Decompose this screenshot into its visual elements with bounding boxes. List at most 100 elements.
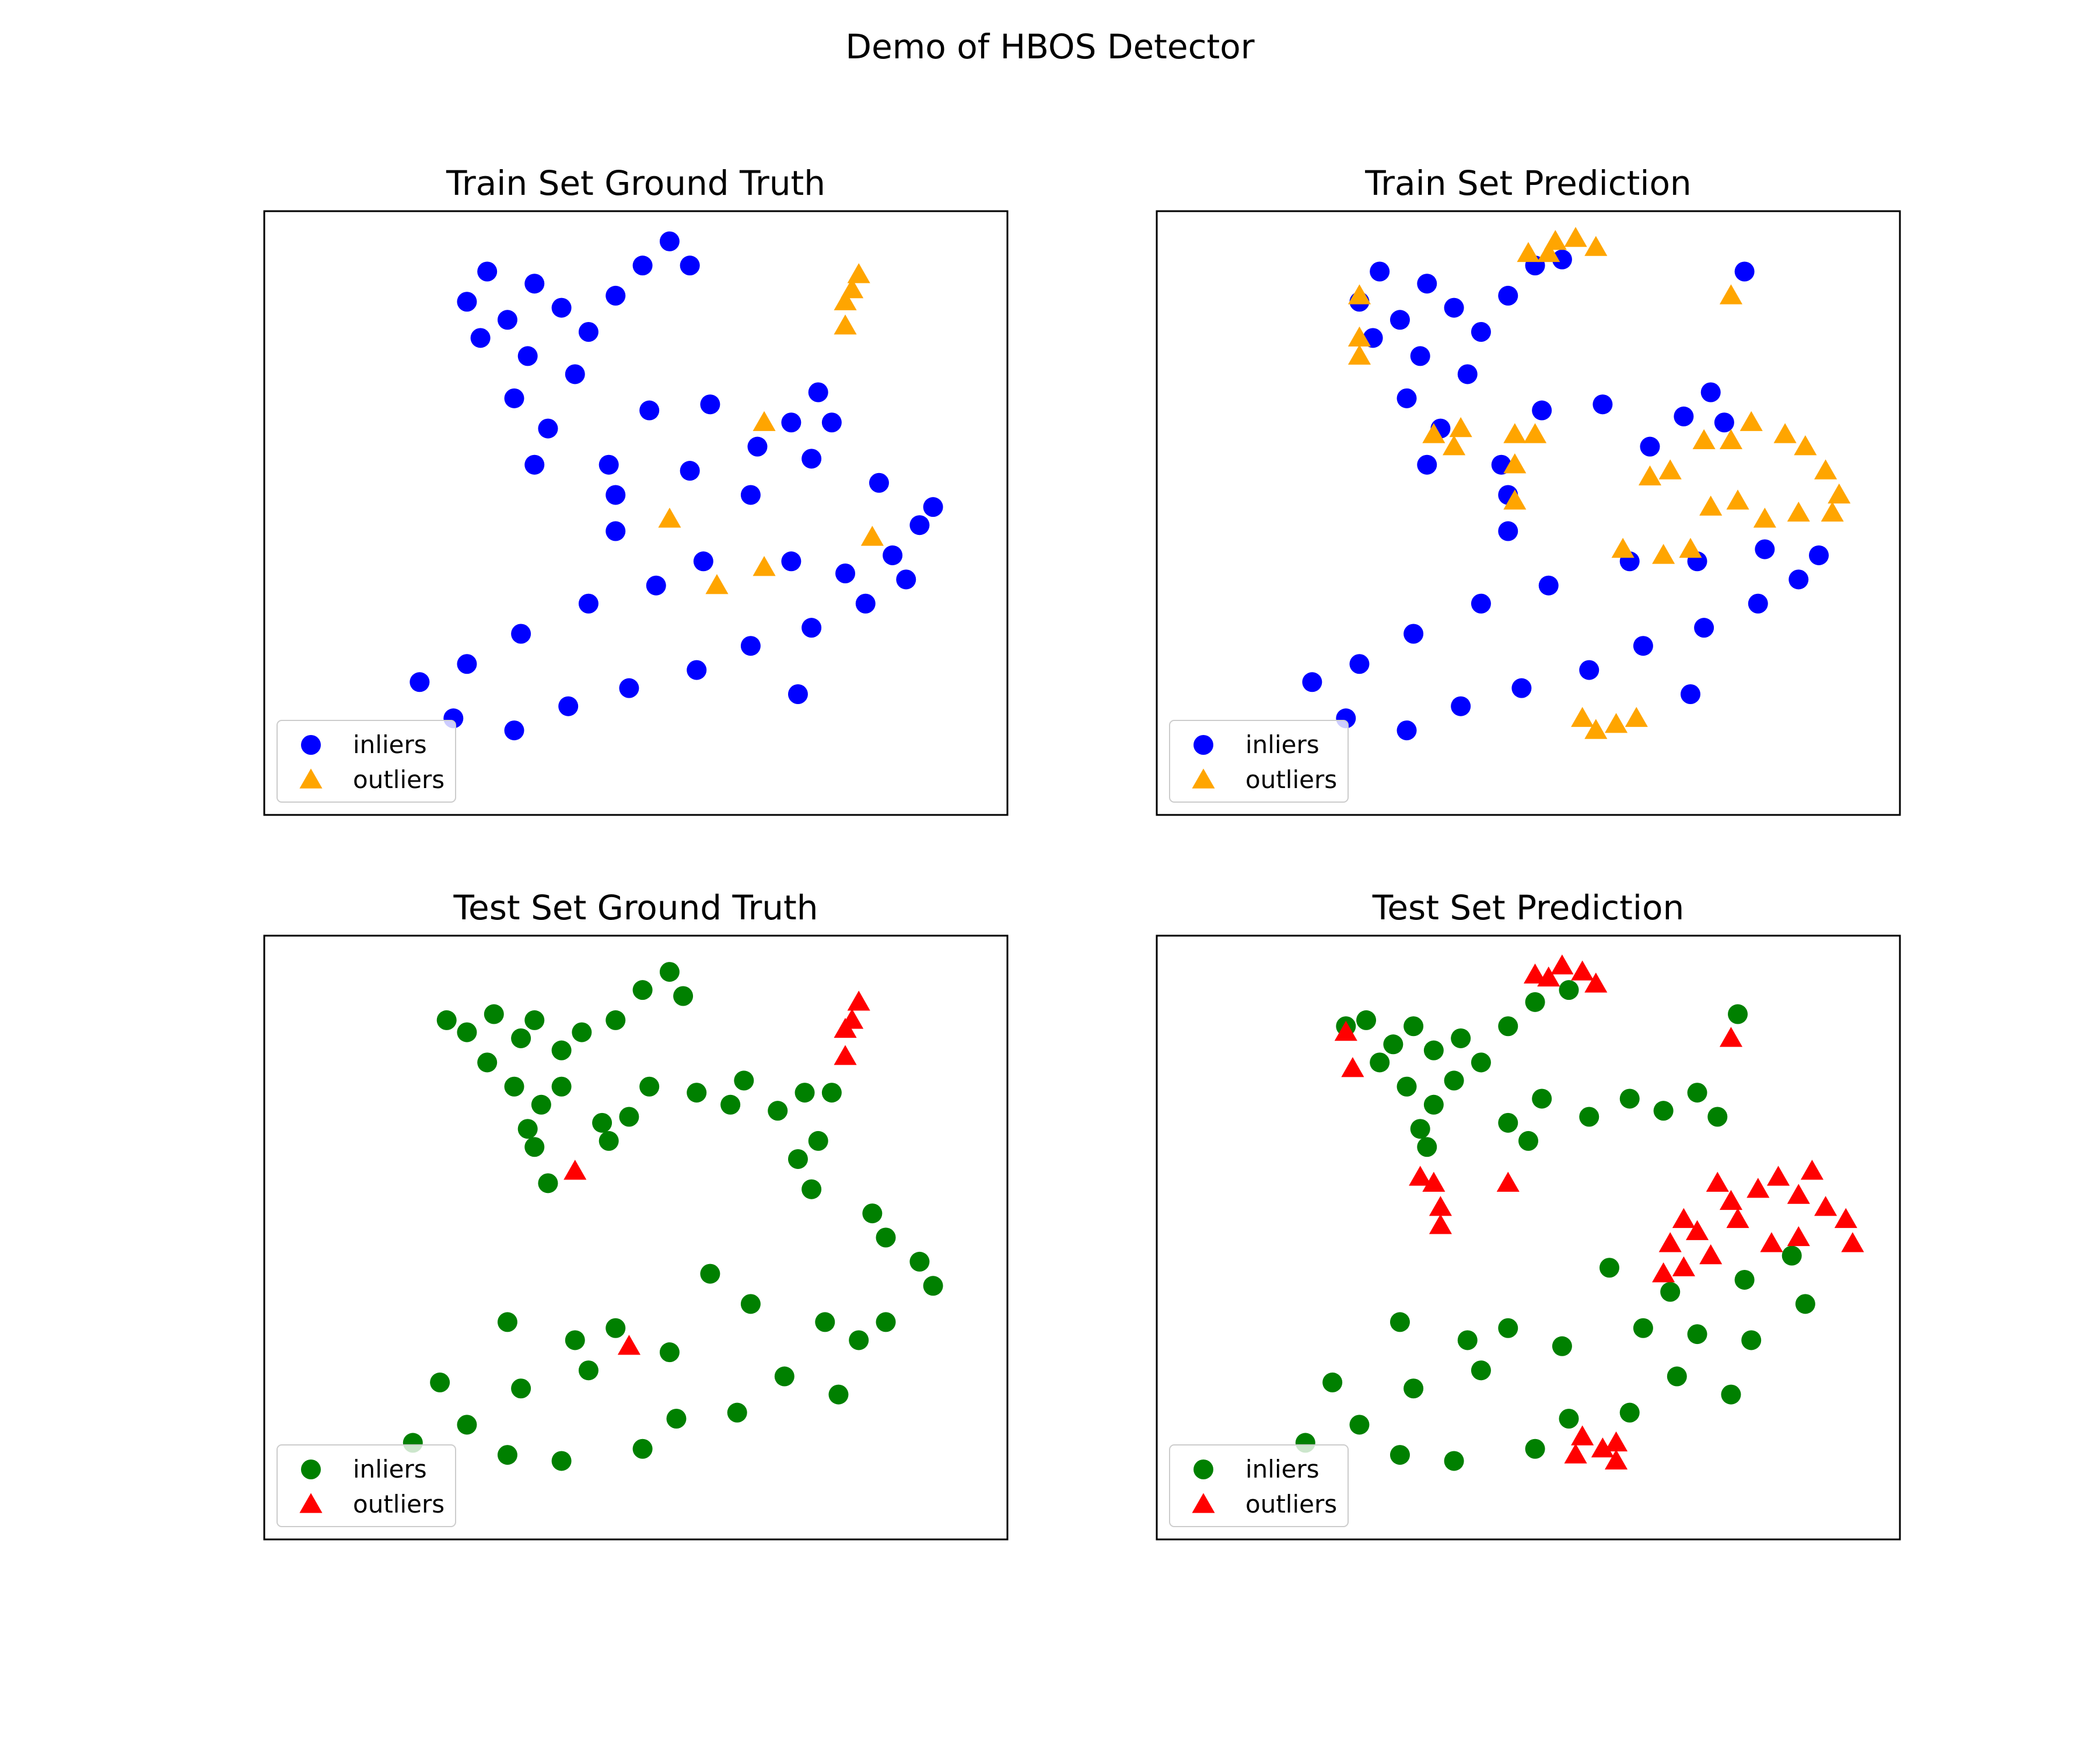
inliers-point [524, 454, 545, 475]
series-inliers [410, 231, 943, 741]
outliers-point [1334, 1021, 1357, 1041]
inliers-point [1552, 1336, 1572, 1356]
inliers-point [1471, 593, 1491, 614]
outliers-point [1564, 1443, 1587, 1464]
plot-area [402, 962, 943, 1471]
inliers-point [578, 322, 598, 342]
inliers-point [1579, 660, 1600, 680]
legend-label: inliers [1245, 1455, 1320, 1483]
plot-area [1302, 227, 1851, 741]
inliers-point [883, 545, 903, 565]
inliers-point [849, 1330, 869, 1350]
inliers-point [1748, 593, 1768, 614]
inliers-point [869, 473, 889, 493]
outliers-point [1753, 508, 1776, 528]
inliers-point [1451, 696, 1471, 716]
inliers-point [740, 485, 761, 505]
inliers-point [524, 1137, 545, 1157]
inliers-point [876, 1227, 896, 1248]
inliers-point [1640, 436, 1660, 457]
inliers-point [1633, 636, 1653, 656]
outliers-point [847, 991, 870, 1011]
inliers-point [531, 1094, 551, 1115]
outliers-point [1672, 1208, 1695, 1228]
outliers-point [1834, 1208, 1857, 1228]
outliers-point [1746, 1178, 1770, 1198]
legend-marker-inliers [301, 735, 321, 755]
legend-marker-outliers [1192, 768, 1215, 789]
legend-item-outliers: outliers [1192, 1490, 1337, 1518]
inliers-point [511, 624, 531, 644]
legend-label: outliers [353, 765, 444, 794]
inliers-point [835, 564, 856, 583]
inliers-point [680, 461, 700, 481]
inliers-point [1714, 412, 1734, 433]
outliers-point [1591, 1437, 1614, 1458]
series-outliers [564, 991, 870, 1355]
inliers-point [639, 1076, 660, 1097]
inliers-point [747, 436, 768, 457]
inliers-point [1579, 1107, 1600, 1127]
inliers-point [497, 1312, 517, 1332]
series-outliers [658, 263, 884, 594]
legend-marker-inliers [1194, 1460, 1213, 1479]
inliers-point [598, 454, 619, 475]
inliers-point [497, 1445, 517, 1465]
axes-frame [1156, 935, 1901, 1541]
outliers-point [1773, 423, 1797, 443]
inliers-point [517, 1119, 538, 1139]
outliers-point [1605, 1449, 1628, 1470]
inliers-point [1410, 1119, 1430, 1139]
inliers-point [1525, 1438, 1545, 1459]
inliers-point [1390, 310, 1410, 330]
outliers-point [1496, 1171, 1520, 1192]
legend-item-inliers: inliers [301, 730, 427, 759]
outliers-point [1341, 1057, 1364, 1077]
legend-label: inliers [353, 730, 427, 759]
inliers-point [1707, 1107, 1728, 1127]
figure-title: Demo of HBOS Detector [845, 27, 1254, 66]
legend-item-inliers: inliers [1194, 1455, 1320, 1483]
subplot-title: Train Set Prediction [1364, 163, 1691, 203]
inliers-point [1457, 364, 1478, 384]
inliers-point [1734, 261, 1755, 282]
inliers-point [680, 256, 700, 276]
outliers-point [564, 1160, 587, 1180]
inliers-point [606, 285, 626, 306]
inliers-point [700, 394, 720, 415]
inliers-point [1687, 1324, 1707, 1345]
outliers-point [1658, 1232, 1682, 1252]
inliers-point [909, 1251, 930, 1272]
legend: inliers outliers [1169, 720, 1349, 803]
inliers-point [1809, 545, 1829, 565]
inliers-point [551, 1076, 572, 1097]
legend-item-outliers: outliers [299, 765, 444, 794]
outliers-point [1828, 483, 1851, 504]
series-inliers [1295, 980, 1815, 1471]
subplot-test-set-prediction: Test Set Prediction inliers outliers [1156, 888, 1901, 1541]
outliers-point [847, 263, 870, 284]
outliers-point [1766, 1166, 1790, 1186]
inliers-point [923, 497, 943, 517]
outliers-point [1564, 227, 1587, 247]
inliers-point [687, 660, 707, 680]
inliers-point [855, 593, 876, 614]
inliers-point [1390, 1445, 1410, 1465]
outliers-point [1503, 489, 1527, 510]
inliers-point [1471, 1360, 1491, 1381]
inliers-point [1410, 346, 1430, 366]
inliers-point [592, 1112, 612, 1133]
inliers-point [802, 449, 822, 469]
outliers-point [705, 574, 729, 594]
outliers-point [1571, 706, 1594, 727]
inliers-point [578, 593, 598, 614]
inliers-point [484, 1004, 504, 1024]
legend-marker-inliers [1194, 735, 1213, 755]
outliers-point [1537, 242, 1560, 262]
inliers-point [1599, 1258, 1619, 1278]
inliers-point [876, 1312, 896, 1332]
outliers-point [1685, 1220, 1709, 1240]
inliers-point [1755, 539, 1775, 559]
inliers-point [1532, 1088, 1552, 1109]
